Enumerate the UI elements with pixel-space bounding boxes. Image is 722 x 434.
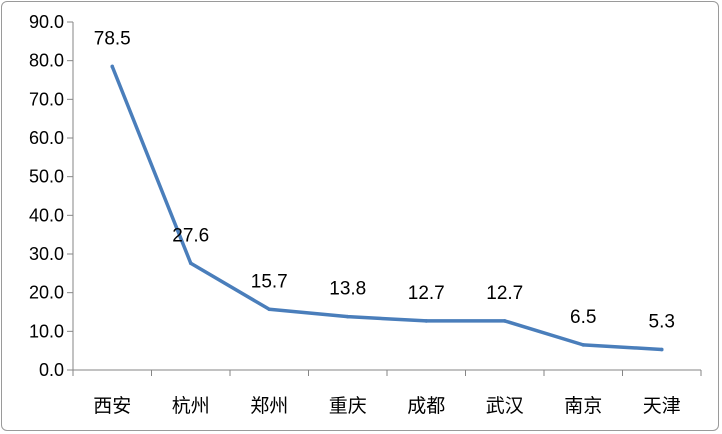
- x-tick-label: 成都: [407, 395, 445, 417]
- y-tick-label: 50.0: [29, 167, 64, 187]
- data-point: [188, 261, 193, 266]
- y-tick-label: 30.0: [29, 244, 64, 264]
- data-point: [424, 319, 429, 323]
- data-point: [581, 343, 586, 347]
- x-tick-label: 重庆: [329, 395, 367, 417]
- data-label: 13.8: [329, 279, 366, 300]
- data-label: 15.7: [251, 271, 288, 292]
- x-tick-label: 西安: [93, 395, 131, 417]
- data-label: 12.7: [408, 283, 445, 304]
- data-point: [110, 64, 115, 69]
- x-tick-label: 天津: [643, 395, 681, 417]
- y-tick-label: 20.0: [29, 283, 64, 303]
- data-label: 27.6: [172, 225, 209, 246]
- x-tick-label: 武汉: [486, 395, 524, 417]
- y-tick-label: 80.0: [29, 51, 64, 71]
- data-point: [345, 314, 350, 319]
- y-tick-label: 40.0: [29, 205, 64, 225]
- x-tick-label: 杭州: [172, 395, 210, 417]
- x-tick-label: 南京: [564, 395, 602, 417]
- y-tick-label: 0.0: [39, 360, 64, 380]
- y-tick-label: 60.0: [29, 128, 64, 148]
- y-tick-label: 70.0: [29, 89, 64, 109]
- series-line: [110, 64, 664, 352]
- x-tick-label: 郑州: [250, 395, 288, 417]
- data-label: 12.7: [486, 283, 523, 304]
- data-label: 6.5: [570, 307, 596, 328]
- data-point: [502, 319, 507, 323]
- data-label: 5.3: [649, 312, 675, 333]
- data-point: [267, 307, 272, 312]
- data-label: 78.5: [94, 28, 131, 49]
- y-tick-label: 90.0: [29, 12, 64, 32]
- y-tick-label: 10.0: [29, 321, 64, 341]
- data-point: [659, 347, 664, 352]
